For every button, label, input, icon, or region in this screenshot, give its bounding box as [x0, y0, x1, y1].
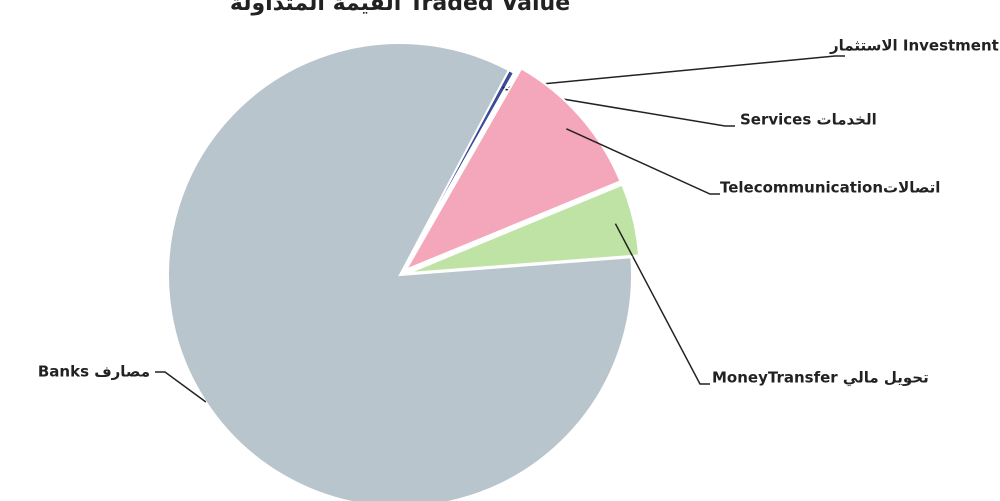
slice-label: MoneyTransfer تحويل مالي	[712, 369, 929, 387]
pie-slice	[407, 183, 641, 275]
leader-line	[155, 371, 207, 403]
leader-line	[505, 88, 735, 127]
slice-label: Services الخدمات	[740, 111, 877, 129]
leader-line	[502, 55, 845, 89]
slice-label: Telecommunicationاتصالات	[720, 179, 940, 197]
pie-slice	[403, 67, 622, 272]
leader-line	[566, 128, 720, 195]
slice-label: Banks مصارف	[38, 363, 150, 381]
pie-slice	[399, 71, 517, 276]
slice-label: الاستثمار Investment	[829, 37, 999, 55]
leader-line	[614, 223, 710, 385]
chart-title: القيمة المتداولة Traded Value	[230, 0, 570, 16]
pie-slice	[167, 42, 633, 501]
